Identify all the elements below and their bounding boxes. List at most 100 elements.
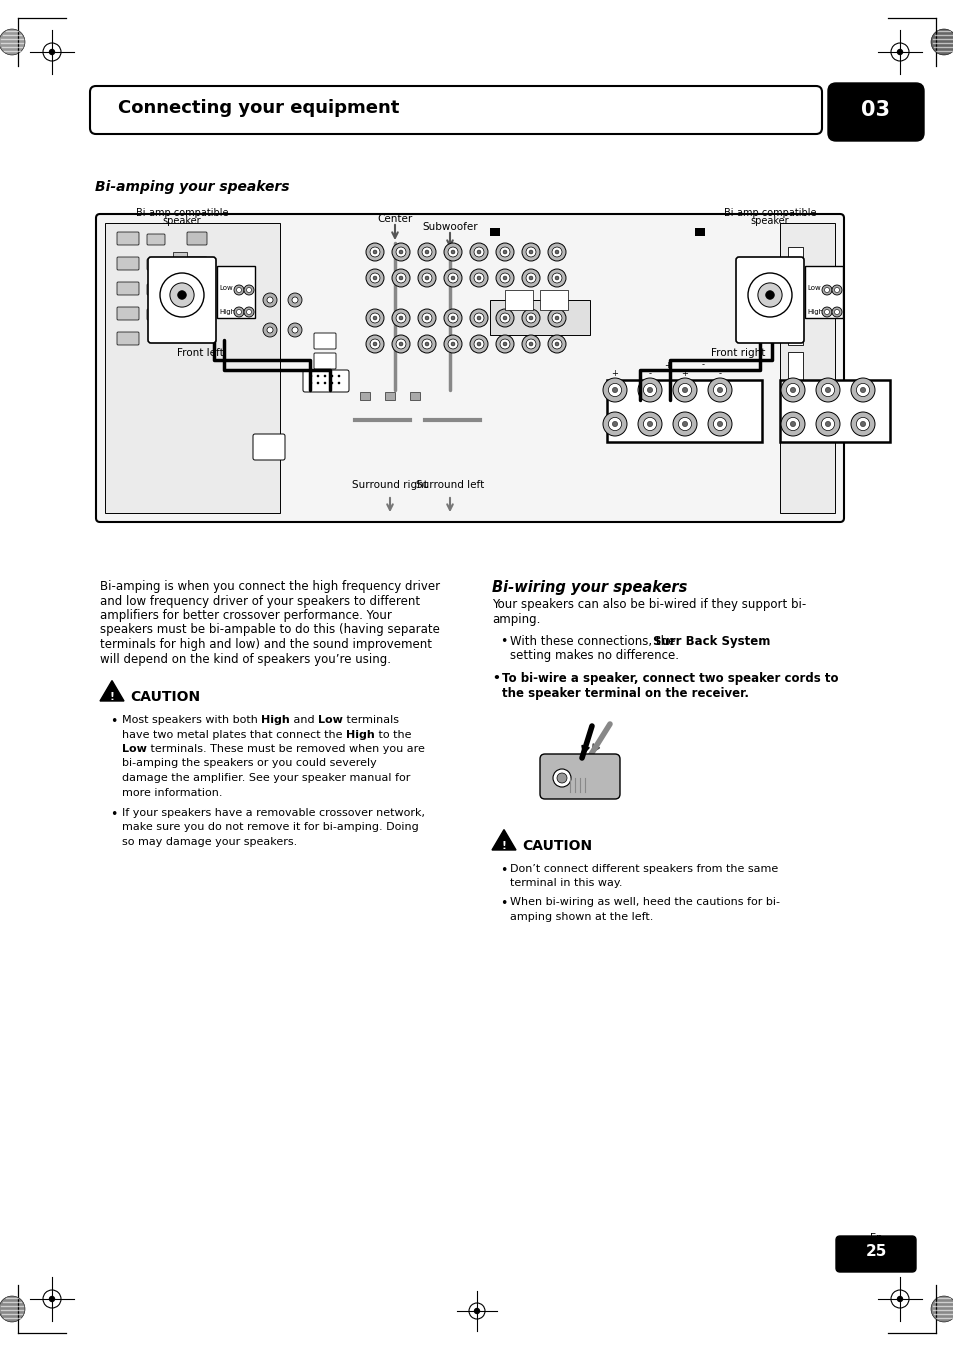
Circle shape: [476, 276, 480, 280]
FancyBboxPatch shape: [303, 370, 349, 392]
Circle shape: [781, 412, 804, 436]
Circle shape: [555, 342, 558, 346]
Circle shape: [177, 290, 186, 300]
Circle shape: [398, 250, 402, 254]
Bar: [385, 392, 395, 400]
Circle shape: [292, 327, 297, 332]
Text: •: •: [499, 897, 507, 911]
Circle shape: [197, 308, 202, 312]
Circle shape: [197, 323, 202, 327]
Circle shape: [678, 384, 691, 397]
Text: High: High: [219, 309, 234, 315]
Text: terminals: terminals: [343, 715, 398, 725]
FancyBboxPatch shape: [835, 1236, 915, 1273]
Circle shape: [815, 412, 840, 436]
Text: and: and: [290, 715, 318, 725]
Circle shape: [612, 388, 617, 393]
Circle shape: [834, 309, 839, 315]
Circle shape: [476, 316, 480, 320]
Circle shape: [170, 282, 193, 307]
Circle shape: [263, 293, 276, 307]
Circle shape: [499, 247, 510, 257]
Text: 03: 03: [861, 100, 889, 120]
Circle shape: [930, 28, 953, 55]
Circle shape: [370, 247, 379, 257]
Circle shape: [392, 269, 410, 286]
Circle shape: [395, 273, 406, 282]
Circle shape: [316, 374, 319, 377]
Circle shape: [448, 273, 457, 282]
FancyBboxPatch shape: [539, 754, 619, 798]
Circle shape: [474, 1309, 479, 1313]
Circle shape: [288, 323, 302, 336]
Circle shape: [50, 50, 54, 54]
FancyBboxPatch shape: [96, 213, 843, 521]
FancyBboxPatch shape: [117, 282, 139, 295]
Circle shape: [417, 309, 436, 327]
Circle shape: [392, 243, 410, 261]
Circle shape: [470, 269, 488, 286]
Text: make sure you do not remove it for bi-amping. Doing: make sure you do not remove it for bi-am…: [122, 823, 418, 832]
Circle shape: [529, 276, 533, 280]
Text: Front left: Front left: [177, 349, 224, 358]
Circle shape: [310, 374, 312, 377]
Circle shape: [552, 273, 561, 282]
Circle shape: [267, 327, 273, 332]
Circle shape: [499, 273, 510, 282]
Circle shape: [233, 307, 244, 317]
Text: Most speakers with both: Most speakers with both: [122, 715, 261, 725]
Polygon shape: [100, 681, 124, 701]
Circle shape: [316, 382, 319, 384]
Text: Surround right: Surround right: [352, 480, 428, 490]
Circle shape: [553, 769, 571, 788]
Circle shape: [642, 384, 656, 397]
Circle shape: [451, 250, 455, 254]
FancyBboxPatch shape: [827, 82, 923, 141]
Circle shape: [421, 313, 432, 323]
Bar: [359, 392, 370, 400]
Bar: [172, 303, 187, 312]
Circle shape: [521, 269, 539, 286]
Circle shape: [717, 388, 721, 393]
FancyBboxPatch shape: [187, 307, 207, 320]
Circle shape: [331, 382, 333, 384]
FancyBboxPatch shape: [314, 332, 335, 349]
Circle shape: [496, 243, 514, 261]
Bar: [172, 277, 187, 286]
Circle shape: [417, 269, 436, 286]
Bar: [780, 223, 834, 513]
Circle shape: [765, 290, 774, 300]
Circle shape: [310, 382, 312, 384]
Circle shape: [474, 273, 483, 282]
Circle shape: [366, 269, 384, 286]
Text: •: •: [110, 808, 117, 821]
Text: setting makes no difference.: setting makes no difference.: [510, 650, 679, 662]
Circle shape: [557, 773, 566, 784]
FancyBboxPatch shape: [147, 234, 165, 245]
Text: With these connections, the: With these connections, the: [510, 635, 679, 648]
Circle shape: [366, 243, 384, 261]
Circle shape: [373, 250, 376, 254]
Text: Bi-wiring your speakers: Bi-wiring your speakers: [492, 580, 687, 594]
Text: Low: Low: [318, 715, 343, 725]
Circle shape: [443, 335, 461, 353]
Circle shape: [713, 384, 726, 397]
Text: To bi-wire a speaker, connect two speaker cords to: To bi-wire a speaker, connect two speake…: [501, 671, 838, 685]
Circle shape: [525, 273, 536, 282]
Text: Bi-amping your speakers: Bi-amping your speakers: [95, 180, 289, 195]
Circle shape: [555, 276, 558, 280]
Circle shape: [425, 276, 429, 280]
Circle shape: [448, 247, 457, 257]
Circle shape: [502, 316, 506, 320]
Circle shape: [856, 384, 869, 397]
Text: En: En: [869, 1233, 882, 1243]
Text: High: High: [261, 715, 290, 725]
Circle shape: [323, 374, 326, 377]
Circle shape: [608, 384, 621, 397]
Circle shape: [552, 339, 561, 349]
Circle shape: [448, 313, 457, 323]
Circle shape: [160, 273, 204, 317]
Circle shape: [717, 422, 721, 427]
Circle shape: [930, 1296, 953, 1323]
FancyBboxPatch shape: [187, 232, 207, 245]
